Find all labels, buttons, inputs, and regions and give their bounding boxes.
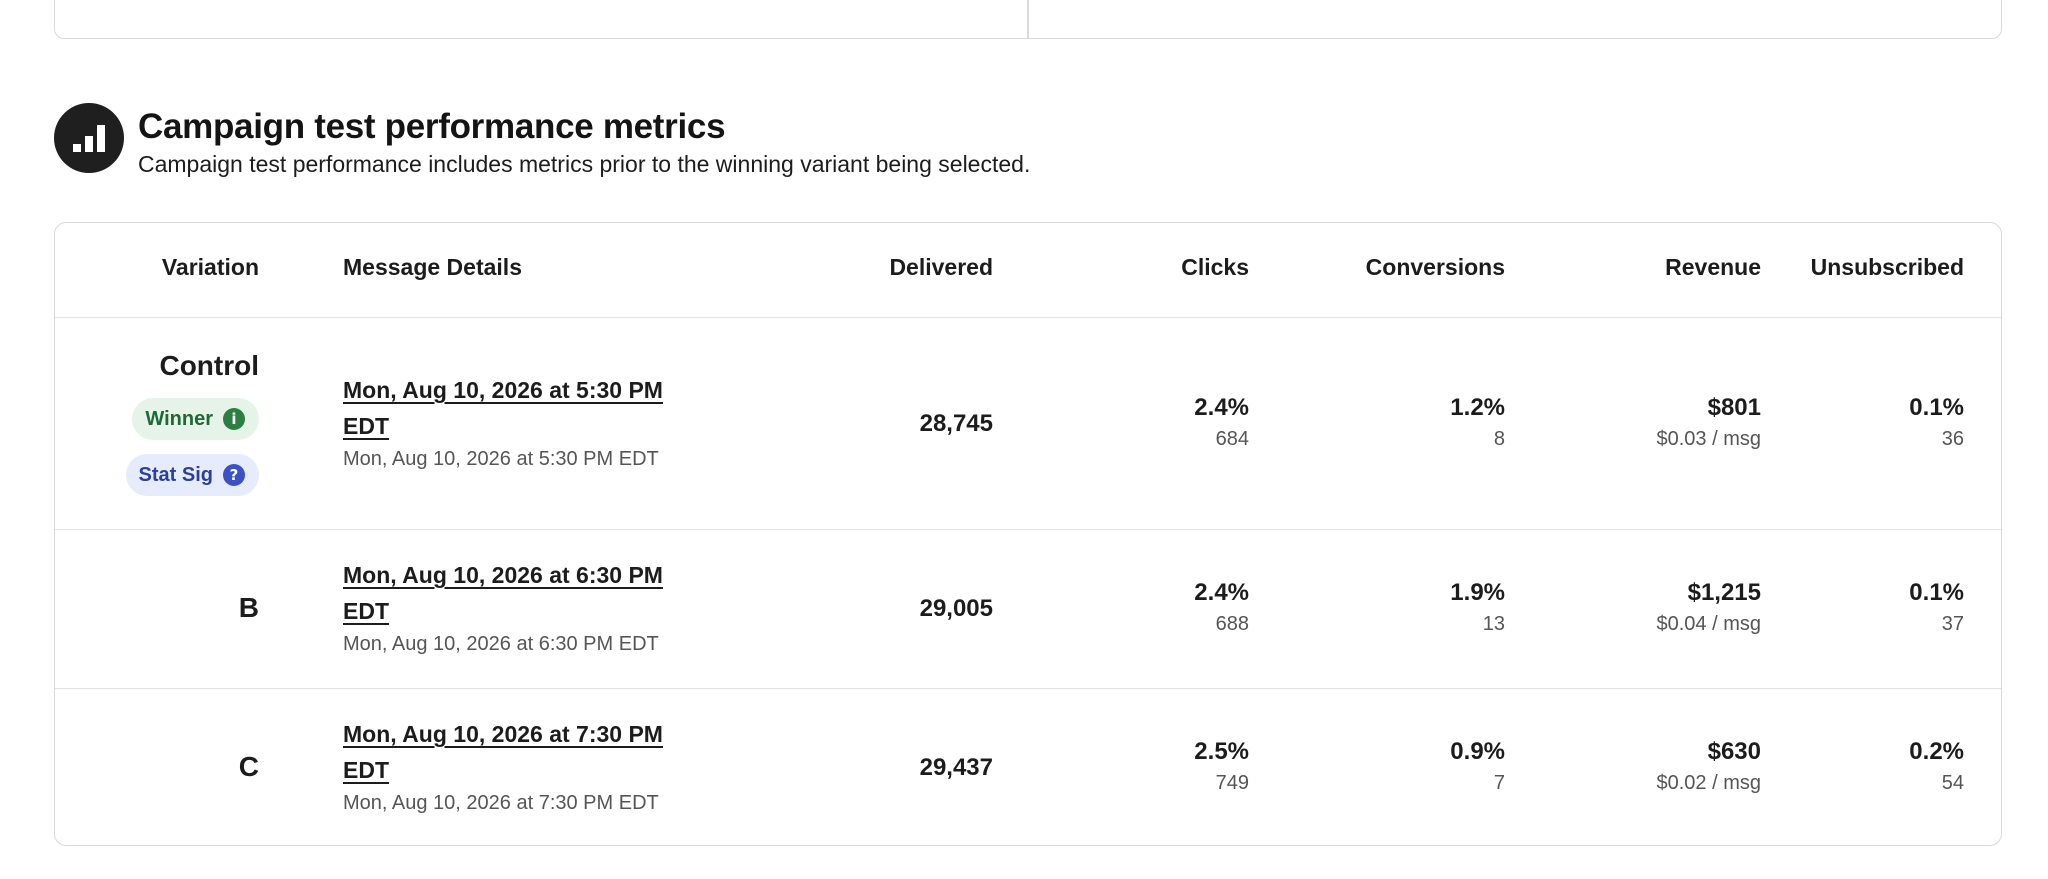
delivered-value: 29,005 — [919, 595, 993, 622]
unsubscribed-rate: 0.1% — [1909, 394, 1964, 421]
unsubscribed-cell: 0.1% 37 — [1761, 577, 1964, 639]
message-details-cell: Mon, Aug 10, 2026 at 5:30 PM EDT Mon, Au… — [343, 372, 743, 474]
table-row: C Mon, Aug 10, 2026 at 7:30 PM EDT Mon, … — [55, 689, 2001, 845]
unsubscribed-rate: 0.2% — [1909, 738, 1964, 765]
clicks-cell: 2.4% 688 — [993, 577, 1249, 639]
card-divider — [1027, 0, 1029, 38]
revenue-cell: $630 $0.02 / msg — [1505, 736, 1761, 798]
conversions-rate: 1.9% — [1450, 579, 1505, 606]
section-subtitle: Campaign test performance includes metri… — [138, 151, 1031, 177]
header-unsubscribed: Unsubscribed — [1810, 254, 1964, 280]
table-row: B Mon, Aug 10, 2026 at 6:30 PM EDT Mon, … — [55, 530, 2001, 689]
unsubscribed-count: 36 — [1941, 428, 1964, 450]
message-link[interactable]: Mon, Aug 10, 2026 at 5:30 PM EDT — [343, 377, 663, 439]
revenue-per-message: $0.04 / msg — [1656, 613, 1761, 635]
table-header-row: Variation Message Details Delivered Clic… — [55, 223, 2001, 318]
conversions-count: 8 — [1493, 428, 1505, 450]
revenue-per-message: $0.02 / msg — [1656, 772, 1761, 794]
performance-table: Variation Message Details Delivered Clic… — [54, 222, 2002, 846]
header-conversions: Conversions — [1365, 254, 1505, 280]
unsubscribed-cell: 0.2% 54 — [1761, 736, 1964, 798]
revenue-total: $1,215 — [1687, 579, 1761, 606]
clicks-rate: 2.4% — [1194, 579, 1249, 606]
header-revenue: Revenue — [1665, 254, 1761, 280]
message-link[interactable]: Mon, Aug 10, 2026 at 6:30 PM EDT — [343, 562, 663, 624]
revenue-cell: $1,215 $0.04 / msg — [1505, 577, 1761, 639]
header-delivered: Delivered — [889, 254, 993, 280]
unsubscribed-rate: 0.1% — [1909, 579, 1964, 606]
clicks-count: 688 — [1215, 613, 1249, 635]
conversions-cell: 1.9% 13 — [1249, 577, 1505, 639]
clicks-count: 684 — [1215, 428, 1249, 450]
message-send-time: Mon, Aug 10, 2026 at 7:30 PM EDT — [343, 792, 659, 814]
variation-cell: Control Winner i Stat Sig ? — [55, 350, 259, 496]
stat-sig-badge: Stat Sig ? — [125, 454, 259, 496]
variation-name: B — [238, 592, 259, 623]
clicks-rate: 2.5% — [1194, 738, 1249, 765]
header-message-details: Message Details — [343, 254, 522, 280]
header-clicks: Clicks — [1181, 254, 1249, 280]
message-details-cell: Mon, Aug 10, 2026 at 7:30 PM EDT Mon, Au… — [343, 716, 743, 818]
unsubscribed-cell: 0.1% 36 — [1761, 392, 1964, 454]
previous-metrics-card — [54, 0, 2002, 39]
winner-badge-label: Winner — [145, 407, 213, 430]
clicks-count: 749 — [1215, 772, 1249, 794]
conversions-count: 7 — [1493, 772, 1505, 794]
variation-name: Control — [159, 350, 259, 381]
clicks-cell: 2.5% 749 — [993, 736, 1249, 798]
revenue-total: $801 — [1707, 394, 1761, 421]
section-title: Campaign test performance metrics — [138, 107, 726, 146]
clicks-cell: 2.4% 684 — [993, 392, 1249, 454]
message-send-time: Mon, Aug 10, 2026 at 6:30 PM EDT — [343, 633, 659, 655]
revenue-total: $630 — [1707, 738, 1761, 765]
delivered-value: 28,745 — [919, 410, 993, 437]
message-send-time: Mon, Aug 10, 2026 at 5:30 PM EDT — [343, 448, 659, 470]
winner-badge: Winner i — [132, 398, 259, 440]
header-variation: Variation — [161, 254, 259, 280]
unsubscribed-count: 37 — [1941, 613, 1964, 635]
conversions-rate: 1.2% — [1450, 394, 1505, 421]
stat-sig-badge-label: Stat Sig — [138, 463, 213, 486]
message-link[interactable]: Mon, Aug 10, 2026 at 7:30 PM EDT — [343, 721, 663, 783]
conversions-count: 13 — [1482, 613, 1505, 635]
help-icon[interactable]: ? — [223, 464, 245, 486]
bar-chart-icon — [54, 103, 124, 173]
info-icon[interactable]: i — [223, 408, 245, 430]
table-row: Control Winner i Stat Sig ? Mon, Aug 10,… — [55, 318, 2001, 530]
variation-name: C — [238, 751, 259, 782]
delivered-value: 29,437 — [919, 754, 993, 781]
clicks-rate: 2.4% — [1194, 394, 1249, 421]
message-details-cell: Mon, Aug 10, 2026 at 6:30 PM EDT Mon, Au… — [343, 557, 743, 659]
revenue-per-message: $0.03 / msg — [1656, 428, 1761, 450]
conversions-cell: 0.9% 7 — [1249, 736, 1505, 798]
revenue-cell: $801 $0.03 / msg — [1505, 392, 1761, 454]
unsubscribed-count: 54 — [1941, 772, 1964, 794]
conversions-cell: 1.2% 8 — [1249, 392, 1505, 454]
conversions-rate: 0.9% — [1450, 738, 1505, 765]
